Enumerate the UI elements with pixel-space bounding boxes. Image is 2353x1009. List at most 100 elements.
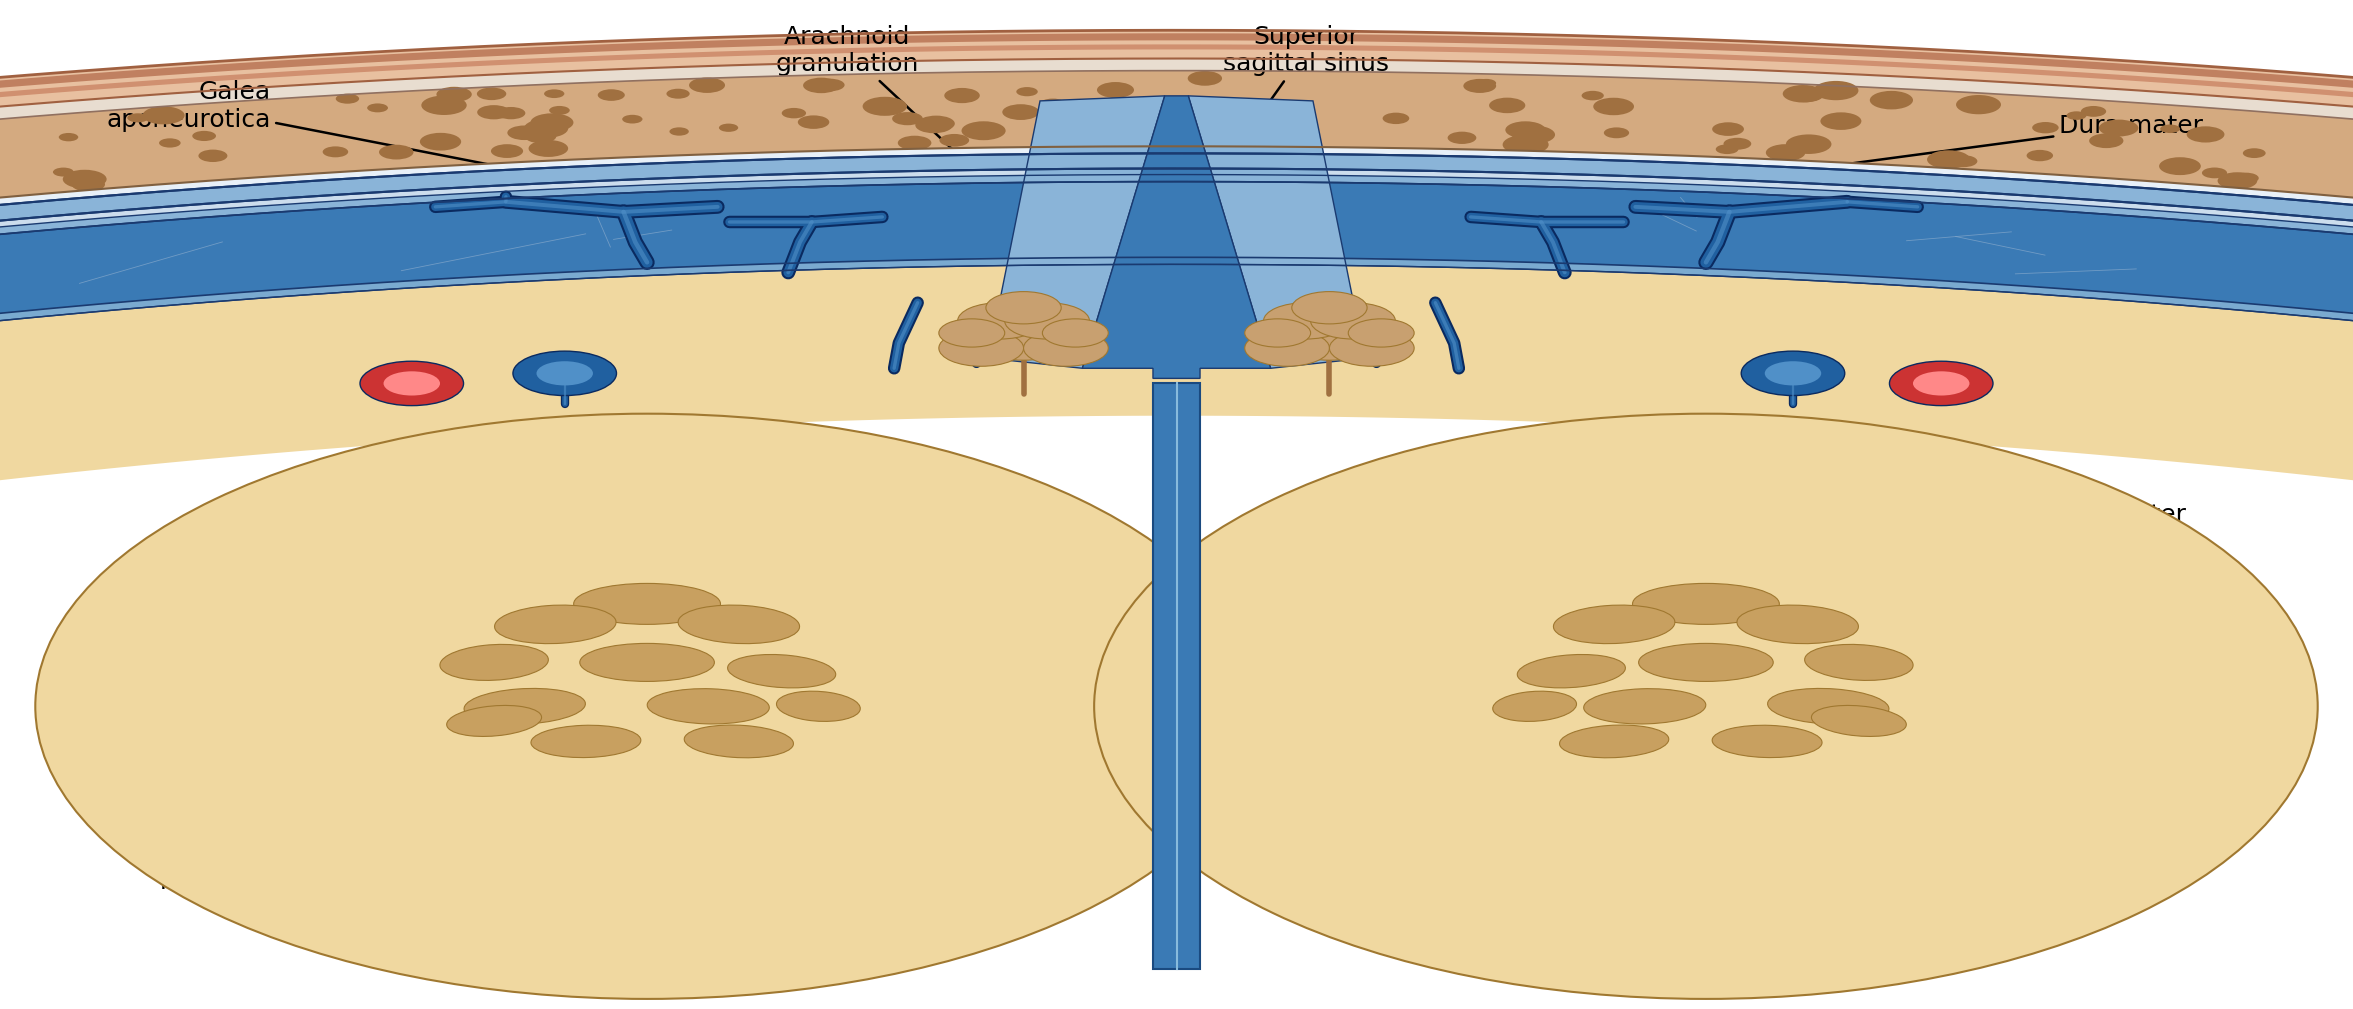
Circle shape <box>1821 112 1861 130</box>
Circle shape <box>548 106 569 115</box>
Circle shape <box>1504 135 1548 154</box>
Circle shape <box>915 117 953 133</box>
Circle shape <box>1464 79 1497 93</box>
Ellipse shape <box>464 688 586 724</box>
Circle shape <box>1066 126 1106 143</box>
Circle shape <box>2186 126 2224 142</box>
Text: Arachnoid
granulation: Arachnoid granulation <box>776 24 1033 225</box>
Text: Galea
aponeurotica: Galea aponeurotica <box>106 80 544 175</box>
Text: Skin: Skin <box>294 190 534 214</box>
Circle shape <box>1207 102 1231 112</box>
Circle shape <box>513 351 616 396</box>
Circle shape <box>1136 125 1165 136</box>
Circle shape <box>384 371 440 396</box>
Circle shape <box>1005 303 1089 339</box>
Circle shape <box>689 78 725 93</box>
Circle shape <box>492 144 522 158</box>
Circle shape <box>1042 319 1108 347</box>
Circle shape <box>958 303 1042 339</box>
Circle shape <box>1513 125 1555 144</box>
Polygon shape <box>0 257 2353 490</box>
Circle shape <box>1099 100 1141 118</box>
Circle shape <box>1593 98 1633 115</box>
Text: Dura mater: Dura mater <box>1755 114 2202 177</box>
Ellipse shape <box>1737 605 1859 644</box>
Circle shape <box>2233 173 2259 184</box>
Circle shape <box>1814 81 1859 100</box>
Circle shape <box>419 133 461 150</box>
Circle shape <box>160 138 181 147</box>
Ellipse shape <box>1560 725 1668 758</box>
Ellipse shape <box>1584 689 1706 723</box>
Circle shape <box>1506 121 1546 138</box>
Circle shape <box>2089 133 2122 148</box>
Circle shape <box>1786 134 1831 154</box>
Circle shape <box>536 361 593 385</box>
Text: Epidural space: Epidural space <box>1880 270 2249 303</box>
Circle shape <box>367 104 388 112</box>
Circle shape <box>939 319 1005 347</box>
Circle shape <box>544 90 565 98</box>
Circle shape <box>1784 85 1824 103</box>
Circle shape <box>666 89 689 99</box>
Circle shape <box>1016 87 1038 96</box>
Circle shape <box>478 88 506 100</box>
Circle shape <box>1068 116 1099 129</box>
Polygon shape <box>0 71 2353 394</box>
Polygon shape <box>1188 96 1365 368</box>
Circle shape <box>1788 87 1824 102</box>
Circle shape <box>1024 330 1108 366</box>
Ellipse shape <box>647 689 769 723</box>
Ellipse shape <box>440 645 548 680</box>
Circle shape <box>64 170 106 189</box>
Circle shape <box>802 78 840 93</box>
Circle shape <box>2033 122 2059 133</box>
Circle shape <box>1384 113 1409 124</box>
Text: Arachnoid: Arachnoid <box>1880 414 2193 446</box>
Circle shape <box>1913 371 1969 396</box>
Circle shape <box>127 113 148 122</box>
Circle shape <box>671 127 689 135</box>
Text: Cerebral
hemisphere: Cerebral hemisphere <box>160 698 456 894</box>
Circle shape <box>1002 104 1040 120</box>
Polygon shape <box>0 175 2353 423</box>
Circle shape <box>1948 155 1977 167</box>
Polygon shape <box>0 153 2353 412</box>
Circle shape <box>1348 319 1414 347</box>
Circle shape <box>529 140 567 157</box>
Ellipse shape <box>1713 725 1821 758</box>
Ellipse shape <box>678 605 800 644</box>
Circle shape <box>899 136 932 150</box>
Ellipse shape <box>1638 644 1774 681</box>
Ellipse shape <box>1518 655 1626 688</box>
Circle shape <box>1245 330 1329 366</box>
Ellipse shape <box>1805 645 1913 680</box>
Ellipse shape <box>1553 605 1675 644</box>
Circle shape <box>529 113 574 132</box>
Circle shape <box>816 79 845 91</box>
Circle shape <box>598 89 626 101</box>
Circle shape <box>1741 351 1845 396</box>
Circle shape <box>2026 150 2054 161</box>
Circle shape <box>1040 99 1066 110</box>
Polygon shape <box>0 33 2353 307</box>
Circle shape <box>1765 361 1821 385</box>
Circle shape <box>2160 157 2200 176</box>
Circle shape <box>1927 150 1969 169</box>
Ellipse shape <box>447 705 541 737</box>
Ellipse shape <box>1094 414 2318 999</box>
Circle shape <box>1605 127 1628 138</box>
Circle shape <box>798 115 828 129</box>
Text: Calvaria: Calvaria <box>228 270 581 295</box>
Circle shape <box>1278 316 1381 360</box>
Ellipse shape <box>727 655 835 688</box>
Circle shape <box>781 108 807 118</box>
Circle shape <box>2160 124 2181 133</box>
Ellipse shape <box>35 414 1259 999</box>
Ellipse shape <box>1633 583 1779 625</box>
Ellipse shape <box>685 725 793 758</box>
Circle shape <box>525 129 555 143</box>
Ellipse shape <box>1767 688 1889 724</box>
Circle shape <box>939 134 969 146</box>
Circle shape <box>360 361 464 406</box>
